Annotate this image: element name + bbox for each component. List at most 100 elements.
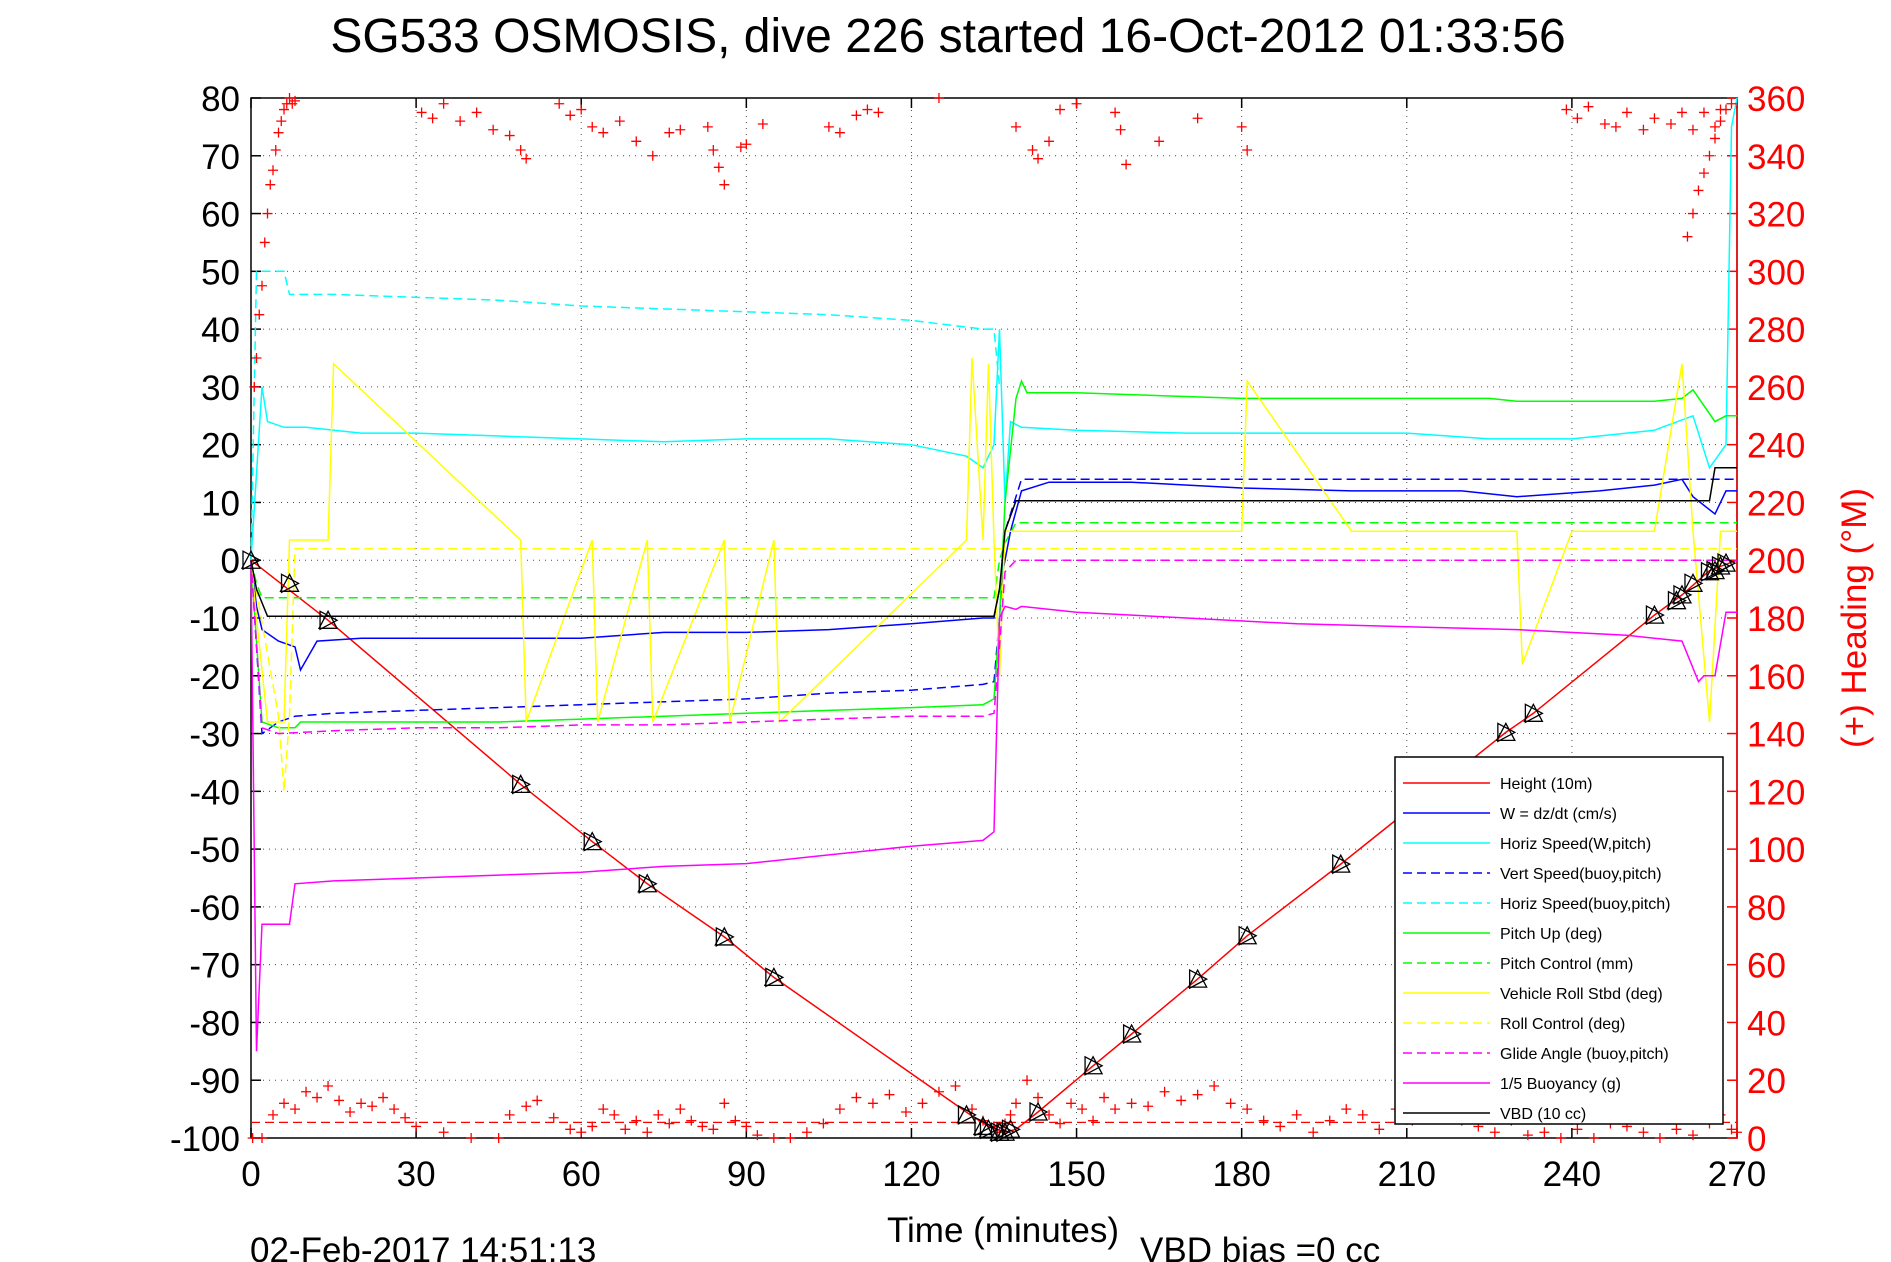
heading-point	[1192, 1089, 1203, 1100]
heading-point	[1121, 159, 1132, 170]
x-tick-label: 180	[1212, 1155, 1270, 1194]
heading-point	[488, 124, 499, 135]
heading-point	[1522, 1130, 1533, 1141]
y-tick-label: 10	[201, 484, 240, 523]
legend-label: Vehicle Roll Stbd (deg)	[1500, 986, 1663, 1003]
heading-point	[1033, 153, 1044, 164]
y2-axis-label: (+) Heading (°M)	[1835, 488, 1874, 748]
y2-tick-label: 280	[1747, 311, 1805, 350]
heading-point	[356, 1098, 367, 1109]
marker-triangle-up	[1671, 584, 1693, 604]
marker-triangle-up	[317, 609, 339, 629]
heading-point	[276, 116, 287, 127]
heading-point	[719, 1098, 730, 1109]
heading-point	[741, 139, 752, 150]
heading-point	[1583, 101, 1594, 112]
series-line-4	[250, 270, 1001, 561]
heading-point	[697, 1121, 708, 1132]
heading-point	[1258, 1115, 1269, 1126]
heading-point	[1588, 1133, 1599, 1143]
heading-point	[1115, 124, 1126, 135]
y2-tick-label: 180	[1747, 600, 1805, 639]
heading-point	[345, 1107, 356, 1117]
y-tick-label: 30	[201, 369, 240, 408]
heading-point	[1665, 119, 1676, 129]
heading-point	[1044, 136, 1055, 147]
heading-point	[1143, 1101, 1154, 1112]
marker-triangle-right	[1684, 573, 1704, 594]
marker-triangle-right	[319, 610, 339, 631]
legend-label: Horiz Speed(W,pitch)	[1500, 836, 1651, 853]
heading-point	[1055, 104, 1066, 115]
y-tick-label: 50	[201, 253, 240, 292]
heading-point	[1539, 1127, 1550, 1138]
heading-point	[1561, 104, 1572, 115]
marker-triangle-right	[638, 873, 658, 894]
series-line-10	[250, 560, 1737, 1052]
y2-tick-label: 100	[1747, 831, 1805, 870]
heading-point	[598, 1104, 609, 1115]
marker-triangle-up	[978, 1118, 999, 1138]
heading-point	[631, 1115, 642, 1126]
heading-point	[515, 145, 526, 155]
heading-point	[400, 1112, 411, 1123]
y2-tick-label: 200	[1747, 542, 1805, 581]
x-tick-label: 90	[727, 1155, 766, 1194]
heading-point	[576, 104, 587, 115]
heading-point	[312, 1092, 323, 1103]
heading-point	[1225, 1098, 1236, 1109]
marker-triangle-right	[1001, 1119, 1021, 1140]
heading-point	[290, 1104, 301, 1115]
heading-point	[1704, 150, 1715, 161]
marker-triangle-up	[1495, 722, 1516, 742]
series-line-7	[250, 357, 1737, 724]
y-tick-label: -40	[189, 773, 240, 812]
heading-point	[1726, 98, 1737, 109]
marker-triangle-up	[1187, 968, 1208, 988]
heading-point	[1077, 1104, 1088, 1115]
y2-tick-label: 260	[1747, 369, 1805, 408]
y2-tick-label: 360	[1747, 80, 1805, 119]
legend-label: Roll Control (deg)	[1500, 1016, 1625, 1033]
y2-tick-label: 20	[1747, 1062, 1786, 1101]
x-tick-label: 240	[1543, 1155, 1601, 1194]
marker-triangle-up	[1715, 552, 1737, 572]
heading-point	[1698, 168, 1709, 179]
x-tick-label: 210	[1378, 1155, 1436, 1194]
heading-point	[554, 98, 565, 109]
y-tick-label: 40	[201, 311, 240, 350]
heading-point	[268, 1109, 279, 1120]
heading-point	[1099, 1092, 1110, 1103]
heading-point	[664, 1118, 675, 1129]
heading-point	[265, 179, 276, 190]
heading-point	[862, 104, 873, 115]
heading-point	[675, 1104, 686, 1115]
legend: Height (10m) W = dz/dt (cm/s) Horiz Speed(…	[1394, 756, 1724, 1125]
y2-tick-label: 160	[1747, 658, 1805, 697]
y-tick-label: -70	[189, 947, 240, 986]
y-tick-label: -90	[189, 1062, 240, 1101]
y-tick-label: 0	[221, 542, 240, 581]
heading-point	[735, 142, 746, 153]
marker-triangle-up	[972, 1116, 994, 1136]
y-tick-label: -100	[170, 1120, 240, 1159]
heading-point	[389, 1104, 400, 1115]
heading-point	[823, 121, 834, 132]
marker-triangle-up	[1682, 572, 1704, 592]
ticks: 0 30 60 90 120 150 180 210 240 270 80 70 60 50 40 30 20 1…	[170, 80, 1805, 1194]
marker-triangle-up	[1330, 853, 1351, 873]
heading-point	[576, 1127, 587, 1138]
heading-point	[1236, 121, 1247, 132]
heading-point	[1709, 121, 1720, 132]
heading-point	[257, 1133, 268, 1143]
heading-point	[1732, 1127, 1742, 1138]
heading-point	[1275, 1121, 1286, 1132]
marker-triangle-up	[994, 1121, 1016, 1141]
legend-label: Height (10m)	[1500, 776, 1592, 793]
heading-point	[867, 1098, 878, 1109]
marker-triangle-right	[280, 573, 300, 594]
legend-label: Pitch Up (deg)	[1500, 926, 1602, 943]
heading-point	[1671, 1124, 1682, 1135]
heading-point	[730, 1115, 741, 1126]
y2-tick-label: 140	[1747, 716, 1805, 755]
